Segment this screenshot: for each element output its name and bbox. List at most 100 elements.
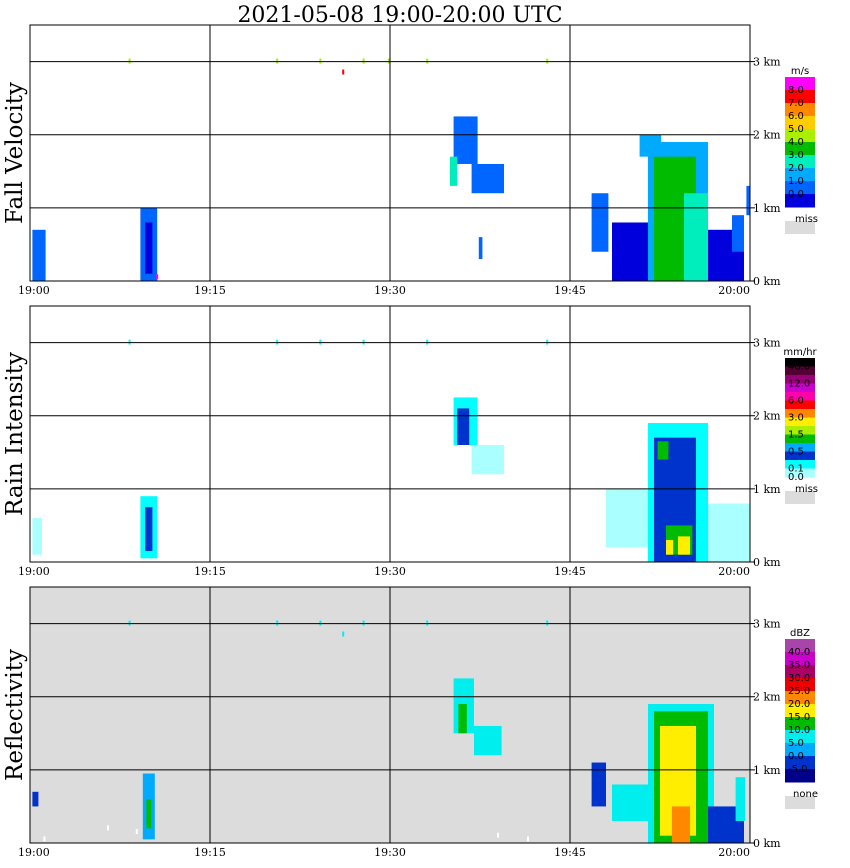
colorbar-label: 3.0 xyxy=(788,150,804,161)
y-tick-label: 3 km xyxy=(753,618,781,631)
x-tick-label: 19:00 xyxy=(18,565,50,578)
colorbar-missing-label: miss xyxy=(795,214,818,225)
x-tick-label: 19:45 xyxy=(554,284,586,297)
colorbar-missing-swatch xyxy=(785,221,815,234)
colorbar-swatch xyxy=(785,730,815,744)
echo-region xyxy=(32,518,42,555)
echo-speckle xyxy=(497,832,499,838)
echo-region xyxy=(666,540,674,555)
echo-region xyxy=(672,806,690,843)
echo-region xyxy=(471,444,504,475)
x-tick-label: 19:00 xyxy=(18,846,50,859)
colorbar-label: 40.0 xyxy=(788,647,810,658)
colorbar-swatch xyxy=(785,194,815,208)
y-axis-label: Reflectivity xyxy=(2,649,28,781)
colorbar-label: 25.0 xyxy=(788,686,810,697)
panel-1: 19:00 19:15 19:30 19:45 20:000 km 1 km 2 km 3 k… xyxy=(2,24,818,297)
echo-region xyxy=(145,222,153,274)
colorbar-swatch xyxy=(785,417,815,427)
colorbar-label: 15.0 xyxy=(788,712,810,723)
x-tick-label: 19:15 xyxy=(194,846,226,859)
colorbar-missing-swatch xyxy=(785,796,815,809)
colorbar-swatch xyxy=(785,409,815,418)
colorbar-swatch xyxy=(785,443,815,452)
echo-speckle xyxy=(156,274,159,280)
colorbar-swatch xyxy=(785,155,815,169)
x-tick-label: 19:30 xyxy=(374,565,406,578)
colorbar-label: 5.0 xyxy=(788,738,804,749)
colorbar-swatch xyxy=(785,434,815,444)
colorbar-unit: m/s xyxy=(791,66,809,77)
echo-speckle xyxy=(342,69,345,75)
colorbar-label: 6.0 xyxy=(788,111,804,122)
echo-region xyxy=(612,784,654,822)
y-axis-label: Fall Velocity xyxy=(2,82,28,224)
x-tick-label: 19:45 xyxy=(554,565,586,578)
colorbar-swatch xyxy=(785,103,815,117)
echo-speckle xyxy=(107,825,109,831)
colorbar-swatch xyxy=(785,678,815,692)
y-tick-label: 0 km xyxy=(753,556,781,569)
colorbar-label: 0.0 xyxy=(788,751,804,762)
echo-region xyxy=(474,725,502,756)
echo-region xyxy=(32,791,39,807)
y-tick-label: 3 km xyxy=(753,56,781,69)
echo-speckle xyxy=(342,631,345,637)
colorbar-label: 1.5 xyxy=(788,430,804,441)
colorbar-swatch xyxy=(785,743,815,757)
colorbar-label: -5.0 xyxy=(788,764,808,775)
x-tick-label: 19:15 xyxy=(194,565,226,578)
colorbar-label: 12.0 xyxy=(788,379,810,390)
y-tick-label: 1 km xyxy=(753,483,781,496)
colorbar-label: 48.0 xyxy=(788,362,810,373)
x-tick-label: 20:00 xyxy=(718,284,750,297)
colorbar-swatch xyxy=(785,383,815,393)
colorbar-label: 7.0 xyxy=(788,98,804,109)
y-tick-label: 1 km xyxy=(753,202,781,215)
colorbar-unit: dBZ xyxy=(790,628,810,639)
colorbar-swatch xyxy=(785,116,815,130)
echo-region xyxy=(591,193,609,252)
y-tick-label: 0 km xyxy=(753,275,781,288)
x-tick-label: 19:15 xyxy=(194,284,226,297)
colorbar-label: 0.0 xyxy=(788,472,804,483)
echo-region xyxy=(453,116,478,164)
colorbar-swatch xyxy=(785,704,815,718)
colorbar-label: 5.0 xyxy=(788,124,804,135)
echo-speckle xyxy=(527,836,529,842)
echo-region xyxy=(458,704,467,734)
panel-3: 19:00 19:15 19:30 19:45 20:000 km 1 km 2 km 3 k… xyxy=(2,586,818,859)
echo-region xyxy=(684,193,708,281)
echo-region xyxy=(32,229,46,281)
echo-region xyxy=(591,762,606,807)
plot-frame xyxy=(29,24,751,282)
colorbar-label: 8.0 xyxy=(788,85,804,96)
y-tick-label: 2 km xyxy=(753,129,781,142)
echo-region xyxy=(639,134,662,157)
x-tick-label: 19:30 xyxy=(374,846,406,859)
colorbar-swatch xyxy=(785,181,815,195)
echo-region xyxy=(450,156,458,186)
colorbar-label: 1.0 xyxy=(788,176,804,187)
colorbar-label: 6.0 xyxy=(788,396,804,407)
colorbar-swatch xyxy=(785,639,815,653)
y-tick-label: 2 km xyxy=(753,410,781,423)
y-tick-label: 1 km xyxy=(753,764,781,777)
x-tick-label: 20:00 xyxy=(718,565,750,578)
colorbar-swatch xyxy=(785,168,815,182)
figure-title: 2021-05-08 19:00-20:00 UTC xyxy=(237,3,562,28)
colorbar-swatch xyxy=(785,77,815,91)
x-tick-label: 20:00 xyxy=(718,846,750,859)
colorbar-label: 35.0 xyxy=(788,660,810,671)
colorbar-swatch xyxy=(785,665,815,679)
y-axis-label: Rain Intensity xyxy=(2,352,28,516)
colorbar-swatch xyxy=(785,451,815,461)
x-tick-label: 19:45 xyxy=(554,846,586,859)
colorbar-swatch xyxy=(785,400,815,410)
colorbar-label: 20.0 xyxy=(788,699,810,710)
echo-region xyxy=(746,185,750,216)
colorbar-label: 2.0 xyxy=(788,163,804,174)
colorbar-label: 0.5 xyxy=(788,447,804,458)
plot-frame xyxy=(29,305,751,563)
echo-region xyxy=(145,507,153,552)
